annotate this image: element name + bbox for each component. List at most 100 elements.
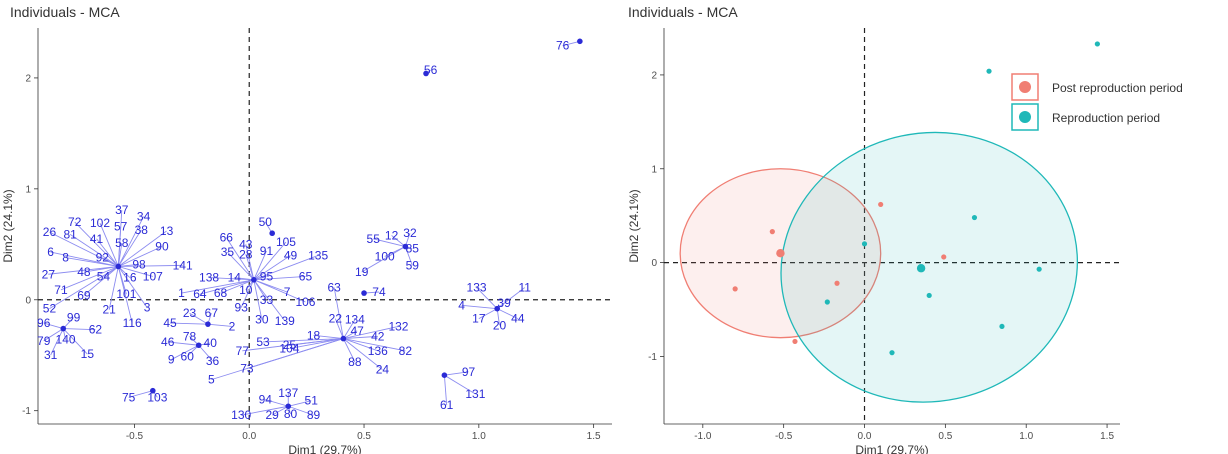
spoke-line: [118, 230, 167, 267]
x-tick-label: 1.0: [1019, 431, 1033, 442]
individual-label: 64: [193, 287, 207, 301]
individual-label: 132: [388, 319, 408, 333]
spoke-line: [60, 266, 119, 291]
individual-label: 32: [403, 226, 417, 240]
individual-point: [834, 280, 840, 286]
individual-point: [926, 292, 932, 299]
individual-label: 18: [307, 328, 321, 342]
y-tick-label: 2: [651, 70, 657, 81]
x-tick-label: 0.0: [242, 431, 256, 442]
spoke-line: [271, 405, 289, 416]
individual-label: 78: [183, 329, 197, 343]
spoke-line: [189, 312, 209, 325]
spoke-line: [313, 334, 344, 340]
spoke-line: [117, 266, 148, 308]
individual-label: 130: [231, 408, 251, 422]
spoke-line: [253, 279, 286, 322]
spoke-line: [342, 338, 356, 363]
individual-point: [441, 372, 448, 378]
individual-label: 72: [68, 215, 82, 229]
individual-label: 27: [42, 267, 56, 281]
individual-point: [577, 38, 583, 45]
individual-point: [769, 229, 775, 235]
individual-label: 51: [305, 394, 319, 408]
spoke-line: [211, 338, 344, 381]
legend-marker: [1019, 81, 1031, 93]
individual-point: [494, 305, 501, 312]
individual-point: [732, 286, 738, 292]
individual-point: [971, 214, 978, 221]
individual-label: 47: [350, 324, 364, 338]
spoke-line: [65, 257, 119, 267]
individual-label: 133: [467, 281, 487, 295]
spoke-line: [108, 266, 119, 310]
spoke-line: [289, 338, 344, 350]
spoke-line: [128, 390, 153, 398]
y-tick-label: 1: [651, 164, 657, 175]
individual-label: 75: [122, 390, 136, 404]
individual-label: 44: [511, 312, 525, 326]
individual-label: 43: [239, 237, 253, 251]
individual-label: 140: [56, 333, 76, 347]
individual-label: 73: [240, 362, 254, 376]
spoke-line: [117, 226, 122, 267]
individual-label: 105: [276, 235, 296, 249]
legend: Post reproduction period Reproduction per…: [1011, 73, 1183, 131]
individual-label: 91: [260, 244, 274, 258]
spoke-line: [220, 279, 254, 294]
individual-label: 71: [54, 283, 68, 297]
spoke-line: [373, 238, 406, 247]
individual-label: 92: [96, 251, 110, 265]
individual-label: 46: [161, 335, 175, 349]
individual-point: [115, 263, 122, 270]
spoke-line: [63, 328, 96, 331]
spoke-line: [43, 322, 64, 330]
spoke-line: [443, 375, 448, 406]
individual-label: 95: [260, 269, 274, 283]
individual-label: 26: [43, 225, 57, 239]
individual-point: [941, 254, 947, 260]
y-tick-label: -1: [22, 406, 31, 417]
individual-label: 6: [47, 245, 54, 259]
individual-label: 68: [214, 286, 228, 300]
legend-label: Post reproduction period: [1052, 81, 1183, 95]
spoke-line: [253, 254, 319, 281]
spoke-line: [334, 318, 344, 339]
spoke-line: [288, 400, 312, 407]
spoke-line: [242, 338, 344, 352]
individual-label: 96: [37, 316, 51, 330]
individual-point: [792, 338, 798, 345]
spoke-line: [83, 266, 119, 296]
individual-label: 116: [123, 316, 142, 330]
individual-label: 90: [155, 240, 169, 254]
individual-point: [285, 403, 292, 410]
individual-label: 82: [399, 344, 413, 358]
spoke-line: [118, 266, 153, 277]
spoke-line: [117, 243, 123, 267]
individual-label: 1: [178, 286, 185, 300]
individual-label: 24: [376, 363, 390, 377]
spoke-line: [562, 40, 580, 47]
individual-label: 17: [472, 312, 486, 326]
group-mean-point: [916, 264, 926, 273]
individual-label: 50: [259, 215, 273, 229]
x-tick-label: 0.5: [357, 431, 371, 442]
individual-label: 88: [348, 355, 362, 369]
spoke-line: [343, 338, 378, 352]
spoke-line: [361, 246, 406, 273]
individual-label: 48: [77, 265, 91, 279]
individual-label: 85: [406, 242, 420, 256]
spoke-line: [461, 304, 498, 310]
y-axis-title: Dim2 (24.1%): [627, 189, 641, 262]
spoke-line: [253, 241, 287, 281]
spoke-line: [478, 308, 498, 320]
mca-panel-left: Individuals - MCA -0.5 0.0 0.5 1.0 1.5 -1 0 1 2 D…: [1, 4, 612, 454]
individual-label: 61: [440, 398, 454, 412]
spoke-line: [50, 251, 119, 267]
individual-point: [1036, 266, 1042, 272]
individual-label: 9: [168, 353, 175, 367]
spoke-line: [207, 323, 233, 327]
x-tick-label: 0.0: [858, 431, 872, 442]
spoke-line: [170, 344, 199, 361]
spoke-line: [99, 223, 119, 267]
